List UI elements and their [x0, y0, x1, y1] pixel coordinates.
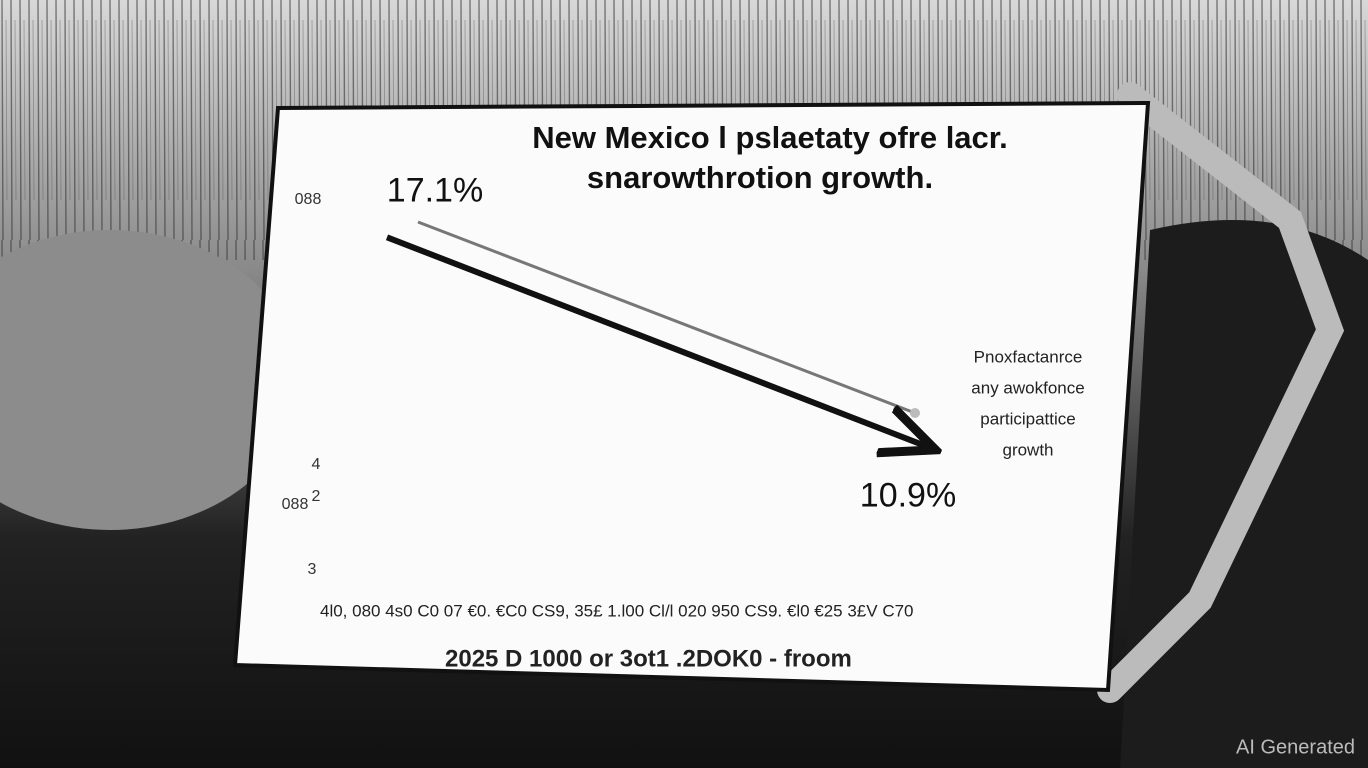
data-label: 17.1%	[387, 171, 483, 209]
y-side-label: 088	[282, 496, 309, 513]
data-line	[385, 234, 930, 447]
y-side-label: 3	[308, 561, 317, 578]
annotation-text: growth	[1002, 440, 1053, 459]
trend-line	[417, 220, 916, 415]
annotation-text: any awokfonce	[971, 378, 1084, 397]
rock	[0, 230, 300, 530]
x-axis-label: 2025 D 1000 or 3ot1 .2DOK0 - froom	[445, 645, 852, 672]
figure-arm	[1097, 82, 1345, 703]
y-side-label: 4	[312, 456, 321, 473]
board	[232, 100, 1151, 693]
chart-title: snarowthrotion growth.	[587, 160, 933, 195]
trend-point	[910, 408, 920, 418]
chart-title: New Mexico l pslaetaty ofre lacr.	[532, 120, 1008, 155]
annotation-text: participattice	[980, 409, 1075, 428]
watermark: AI Generated	[1236, 736, 1355, 758]
x-axis-text: 4l0, 080 4s0 C0 07 €0. €C0 CS9, 35£ 1.l0…	[320, 601, 914, 620]
data-label: 10.9%	[860, 477, 956, 515]
y-side-label: 088	[295, 191, 322, 208]
y-side-label: 2	[312, 488, 321, 505]
annotation-text: Pnoxfactanrce	[974, 347, 1083, 366]
